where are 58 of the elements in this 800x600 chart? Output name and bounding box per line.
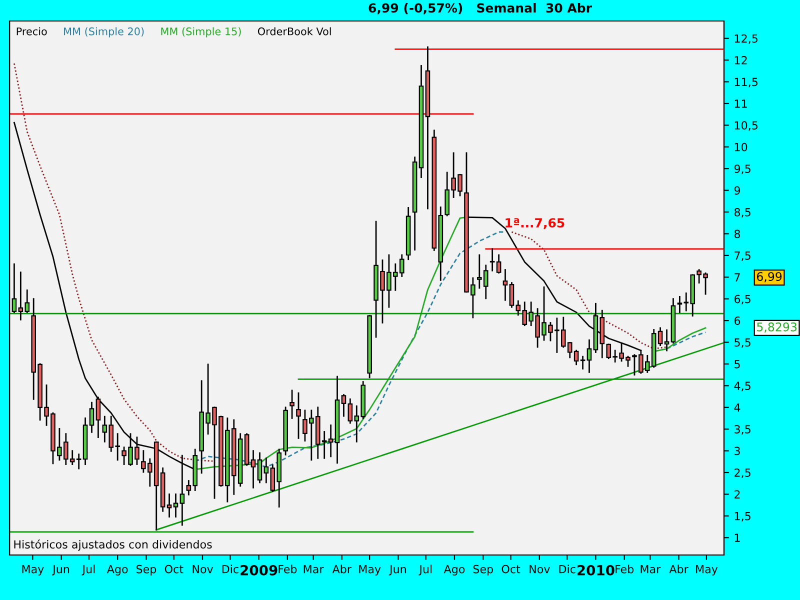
y-tick-label: 2,5 — [734, 468, 750, 478]
annotation: Históricos ajustados con dividendos — [14, 540, 212, 551]
x-tick-label: Abr — [332, 564, 352, 574]
x-tick-label: Mar — [304, 565, 324, 574]
annotation: Precio — [16, 27, 47, 36]
x-tick-label: 2009 — [240, 564, 278, 576]
text: 6,99 — [756, 272, 782, 282]
y-tick-label: 8 — [734, 230, 740, 238]
annotation: OrderBook Vol — [258, 27, 331, 36]
y-tick-label: 3 — [734, 446, 740, 456]
x-tick-label: Feb — [616, 564, 634, 574]
x-tick-label: Jul — [418, 564, 432, 576]
text: MM (Simple 20) — [64, 27, 144, 38]
y-tick-label: 9 — [734, 186, 740, 195]
y-tick-label: 10,5 — [734, 121, 758, 131]
y-tick-label: 5,5 — [734, 338, 750, 348]
y-tick-label: 12 — [734, 56, 747, 64]
x-tick-label: Jul — [82, 564, 95, 576]
x-tick-label: Dic — [222, 564, 238, 574]
y-tick-label: 4 — [734, 404, 740, 412]
y-tick-label: 11 — [734, 100, 747, 108]
y-tick-label: 9,5 — [734, 164, 750, 174]
text: 5,8293 — [757, 322, 797, 333]
y-tick-label: 12,5 — [734, 34, 758, 44]
y-tick-label: 8,5 — [734, 208, 750, 218]
x-tick-label: Mar — [640, 565, 661, 574]
y-tick-label: 1,5 — [734, 512, 750, 522]
x-tick-label: May — [22, 565, 44, 576]
y-tick-label: 2 — [734, 490, 740, 498]
y-tick-label: 6 — [734, 316, 740, 325]
x-tick-label: Ago — [106, 565, 128, 576]
x-tick-label: Nov — [530, 565, 550, 574]
chart-title: 6,99 (-0,57%) Semanal 30 Abr — [368, 3, 592, 14]
y-tick-label: 5 — [734, 360, 740, 368]
x-tick-label: Sep — [473, 564, 493, 576]
y-tick-label: 3,5 — [734, 425, 750, 435]
x-tick-label: Oct — [502, 564, 520, 574]
x-tick-label: May — [359, 565, 381, 576]
x-tick-label: Oct — [164, 564, 184, 574]
y-tick-label: 7,5 — [734, 252, 750, 261]
y-tick-label: 7 — [734, 273, 740, 282]
x-tick-label: Ago — [444, 565, 465, 576]
x-tick-label: Abr — [669, 564, 688, 574]
y-tick-label: 4,5 — [734, 382, 750, 392]
x-tick-label: 2010 — [577, 564, 614, 576]
x-tick-label: Jun — [388, 565, 406, 576]
x-tick-label: Feb — [278, 564, 297, 574]
y-tick-label: 10 — [734, 142, 748, 152]
x-tick-label: May — [696, 565, 718, 576]
text: MM (Simple 15) — [161, 27, 241, 38]
x-tick-label: Nov — [192, 565, 214, 574]
x-tick-label: Jun — [52, 565, 70, 576]
y-tick-label: 11,5 — [734, 78, 758, 88]
y-tick-label: 6,5 — [734, 294, 750, 304]
x-tick-label: Sep — [136, 564, 156, 576]
x-tick-label: Dic — [559, 564, 576, 574]
y-tick-label: 1 — [734, 534, 740, 542]
annotation: 1ª...7,65 — [506, 218, 564, 230]
